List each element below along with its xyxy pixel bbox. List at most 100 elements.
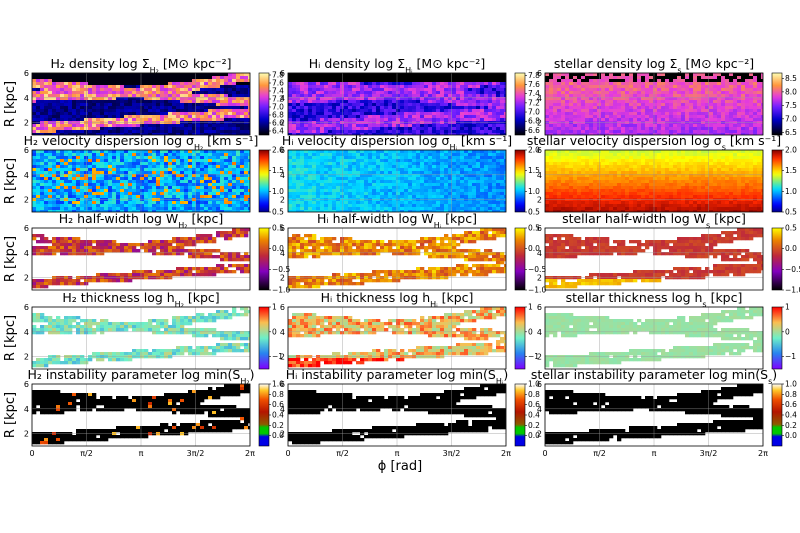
colorbar (771, 227, 783, 291)
x-tick-label: π/2 (80, 449, 93, 458)
y-tick-label: 6 (24, 380, 29, 389)
panel-title: Hᵢ instability parameter log min(SHᵢ) (286, 367, 508, 386)
colorbar-tick-label: 0.2 (785, 421, 797, 430)
colorbar-tick-label: 6.5 (785, 128, 797, 137)
colorbar-tick-label: 6.4 (272, 127, 284, 136)
panel-r4-c0: H₂ instability parameter log min(SH₂) 2 4 6… (24, 367, 284, 458)
y-tick-label: 4 (24, 405, 29, 414)
colorbar-tick-label: 7.8 (272, 71, 284, 80)
y-axis-label: R [kpc] (3, 315, 18, 361)
y-tick-label: 6 (24, 146, 29, 155)
y-tick-label: 6 (537, 224, 542, 233)
colorbar-tick-label: 1.0 (528, 187, 540, 196)
heatmap-field (288, 73, 506, 135)
colorbar-tick-label: −0.5 (272, 265, 290, 274)
heatmap-field (545, 150, 763, 212)
panel-title: stellar velocity dispersion log σs [km s… (527, 133, 781, 152)
panel-r1-c1: Hᵢ velocity dispersion log σHᵢ [km s⁻¹] 2… (280, 133, 540, 217)
colorbar-tick-label: 0.6 (528, 400, 540, 409)
colorbar-tick-label: 1.0 (785, 187, 797, 196)
x-tick-label: π (139, 449, 144, 458)
colorbar-tick-label: 0.8 (272, 390, 284, 399)
y-tick-label: 6 (280, 69, 285, 78)
colorbar (771, 383, 783, 447)
y-tick-label: 4 (280, 94, 285, 103)
plot-frame (31, 306, 251, 370)
colorbar-tick-label: 1.0 (272, 187, 284, 196)
panel-r1-c2: stellar velocity dispersion log σs [km s… (527, 133, 797, 217)
plot-frame (287, 306, 507, 370)
x-tick-label: 2π (501, 449, 511, 458)
colorbar (771, 306, 783, 370)
colorbar-tick-label: 1.0 (528, 380, 540, 389)
x-tick-label: π (395, 449, 400, 458)
y-tick-label: 2 (24, 119, 29, 128)
colorbar-tick-label: 7.2 (272, 95, 284, 104)
y-axis-label: R [kpc] (3, 81, 18, 127)
colorbar-tick-label: −0.5 (785, 265, 800, 274)
x-tick-label: 3π/2 (187, 449, 205, 458)
colorbar-tick-label: 1 (785, 303, 790, 312)
y-axis-label: R [kpc] (3, 158, 18, 204)
x-tick-label: π (652, 449, 657, 458)
colorbar-tick-label: −1.0 (528, 286, 546, 295)
panel-title: H₂ instability parameter log min(SH₂) (28, 367, 255, 386)
y-tick-label: 2 (24, 353, 29, 362)
colorbar-tick-label: 7.0 (528, 108, 540, 117)
colorbar-tick-label: 7.0 (785, 114, 797, 123)
plot-frame (287, 383, 507, 447)
y-tick-label: 6 (537, 303, 542, 312)
heatmap-field (32, 150, 250, 212)
y-tick-label: 4 (280, 405, 285, 414)
y-tick-label: 2 (537, 430, 542, 439)
heatmap-field (32, 228, 250, 289)
panel-title: stellar instability parameter log min(Ss… (531, 367, 777, 386)
plot-frame (544, 306, 764, 370)
colorbar-tick-label: 8.5 (785, 74, 797, 83)
plot-frame (31, 383, 251, 447)
y-tick-label: 2 (280, 196, 285, 205)
heatmap-field (545, 73, 763, 135)
colorbar-tick-label: 6.8 (272, 111, 284, 120)
y-tick-label: 6 (24, 69, 29, 78)
colorbar-tick-label: 1.0 (785, 380, 797, 389)
panel-title: Hᵢ half-width log WHᵢ [kpc] (317, 211, 477, 230)
y-tick-label: 2 (280, 430, 285, 439)
colorbar-tick-label: 0.6 (785, 400, 797, 409)
plot-frame (31, 149, 251, 213)
x-tick-label: 0 (285, 449, 290, 458)
y-tick-label: 6 (537, 69, 542, 78)
plot-frame (544, 227, 764, 291)
panel-r1-c0: H₂ velocity dispersion log σH₂ [km s⁻¹] 2… (24, 133, 285, 217)
heatmap-field (288, 307, 506, 368)
colorbar-tick-label: 0 (528, 327, 533, 336)
colorbar-tick-label: 0.0 (272, 244, 284, 253)
plot-frame (31, 227, 251, 291)
x-tick-label: 3π/2 (443, 449, 461, 458)
colorbar-tick-label: 0.0 (272, 431, 284, 440)
colorbar-tick-label: 0.5 (528, 224, 540, 233)
colorbar-tick-label: 0.2 (528, 421, 540, 430)
colorbar-tick-label: −0.5 (528, 265, 546, 274)
plot-frame (287, 227, 507, 291)
plot-frame (544, 383, 764, 447)
colorbar-tick-label: −1.0 (272, 286, 290, 295)
heatmap-field (545, 228, 763, 289)
panel-title: Hᵢ velocity dispersion log σHᵢ [km s⁻¹] (282, 133, 512, 152)
colorbar-tick-label: 7.6 (272, 79, 284, 88)
colorbar-tick-label: 2.0 (785, 146, 797, 155)
plot-frame (544, 149, 764, 213)
colorbar (771, 149, 783, 213)
x-tick-label: π/2 (336, 449, 349, 458)
panel-r3-c1: Hᵢ thickness log hHᵢ [kpc]246 10−1 (280, 290, 539, 370)
y-tick-label: 6 (280, 224, 285, 233)
colorbar-tick-label: 6.6 (528, 126, 540, 135)
colorbar-tick-label: 1.0 (272, 380, 284, 389)
colorbar-tick-label: 0.5 (785, 224, 797, 233)
heatmap-field (288, 384, 506, 445)
y-tick-label: 4 (24, 171, 29, 180)
x-tick-label: π/2 (593, 449, 606, 458)
colorbar-tick-label: 0.2 (272, 421, 284, 430)
colorbar (258, 72, 270, 136)
colorbar-tick-label: −1 (272, 352, 283, 361)
